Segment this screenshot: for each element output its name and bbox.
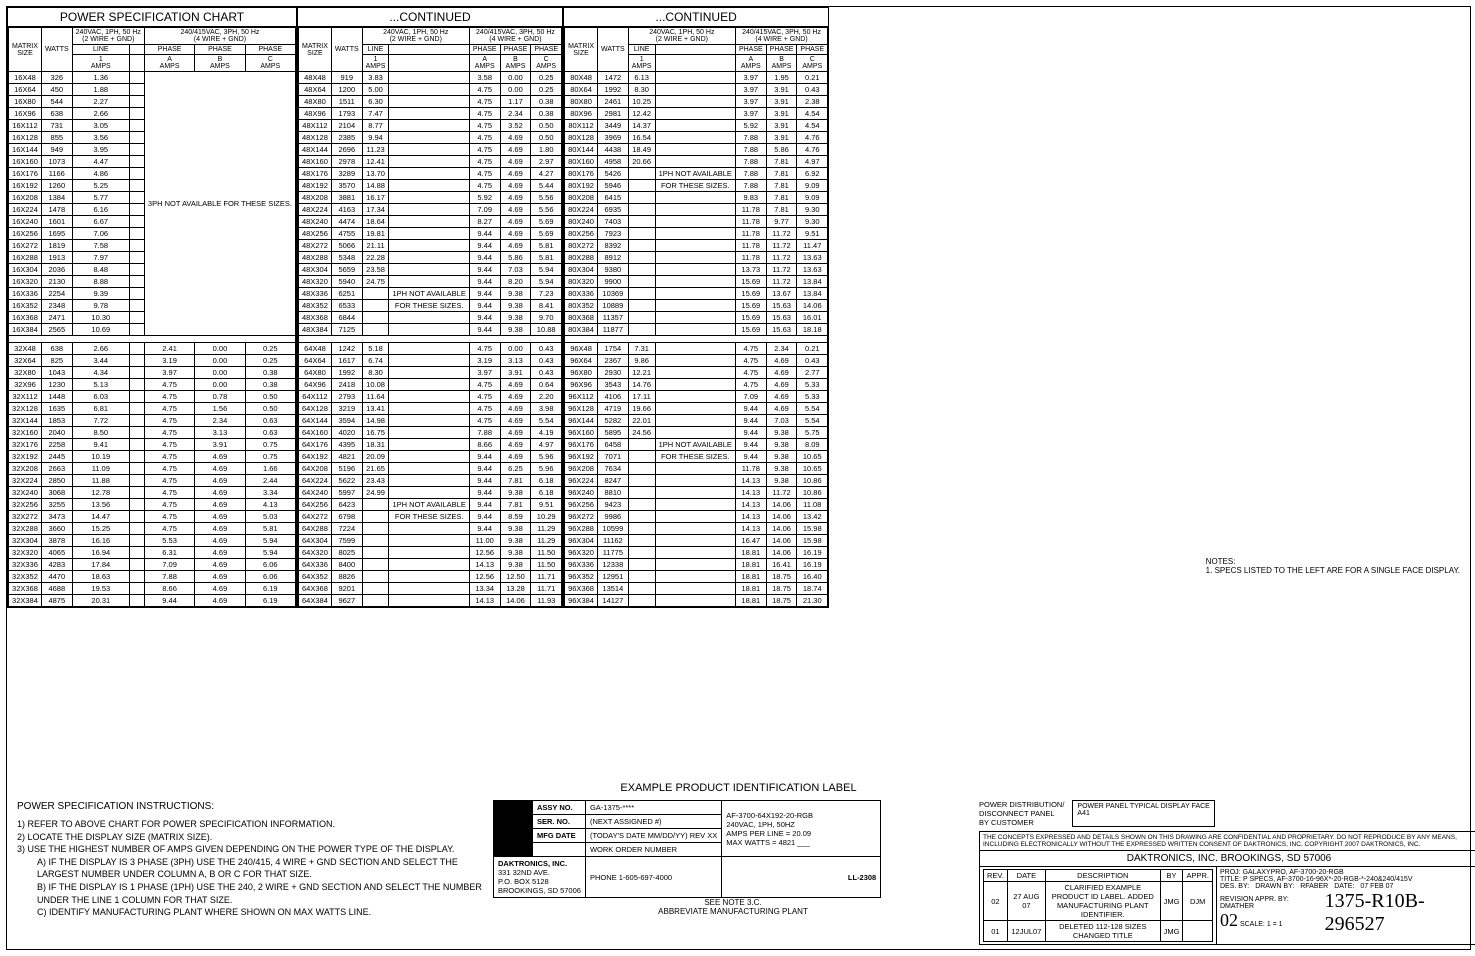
- chart3-title: ...CONTINUED: [564, 8, 828, 27]
- label-addr1: 331 32ND AVE.: [498, 868, 550, 877]
- label-mfg-l: MFG DATE: [537, 831, 576, 840]
- tb-drawn-l: DRAWN BY:: [1255, 883, 1294, 890]
- instr-5: C) IDENTIFY MANUFACTURING PLANT WHERE SH…: [37, 906, 487, 919]
- chart1-table: MATRIXSIZEWATTS 240VAC, 1PH, 50 Hz(2 WIR…: [8, 27, 296, 607]
- face-panel: POWER PANEL: [1077, 803, 1128, 810]
- dist-2: DISCONNECT PANEL: [979, 809, 1064, 818]
- instr-3: A) IF THE DISPLAY IS 3 PHASE (3PH) USE T…: [37, 856, 487, 881]
- example-label-title: EXAMPLE PRODUCT IDENTIFICATION LABEL: [17, 782, 1460, 794]
- tb-company: DAKTRONICS, INC. BROOKINGS, SD 57006: [980, 851, 1475, 866]
- tb-legal: THE CONCEPTS EXPRESSED AND DETAILS SHOWN…: [980, 832, 1475, 850]
- product-label: ASSY NO. GA-1375-**** AF-3700-64X192-20-…: [493, 800, 973, 945]
- label-table: ASSY NO. GA-1375-**** AF-3700-64X192-20-…: [493, 800, 881, 898]
- instr-4: B) IF THE DISPLAY IS 1 PHASE (1PH) USE T…: [37, 881, 487, 906]
- label-assy-v: GA-1375-****: [585, 801, 721, 815]
- chart2-title: ...CONTINUED: [298, 8, 562, 27]
- tb-scale-l: SCALE:: [1240, 921, 1265, 928]
- titleblock-region: POWER DISTRIBUTION/ DISCONNECT PANEL BY …: [979, 800, 1475, 945]
- face-typ: TYPICAL DISPLAY FACE: [1130, 803, 1210, 810]
- label-ser-v: (NEXT ASSIGNED #): [585, 815, 721, 829]
- tb-drawn: RFABER: [1300, 883, 1328, 890]
- tb-dwg: 1375-R10B-296527: [1325, 890, 1475, 936]
- tb-proj: GALAXYPRO, AF-3700-20-RGB: [1243, 869, 1344, 876]
- notes-title: NOTES:: [1206, 557, 1460, 566]
- notes-1: 1. SPECS LISTED TO THE LEFT ARE FOR A SI…: [1206, 566, 1460, 575]
- chart-1: POWER SPECIFICATION CHART MATRIXSIZEWATT…: [7, 7, 297, 608]
- label-side-0: AF-3700-64X192-20-RGB: [726, 811, 876, 820]
- label-ser-l: SER. NO.: [537, 817, 570, 826]
- label-abbrev: ABBREVIATE MANUFACTURING PLANT: [493, 907, 973, 916]
- chart3-table: MATRIXSIZEWATTS 240VAC, 1PH, 50 Hz(2 WIR…: [564, 27, 828, 607]
- dist-3: BY CUSTOMER: [979, 818, 1064, 827]
- label-side-1: 240VAC, 1PH, 50HZ: [726, 820, 876, 829]
- instr-0: 1) REFER TO ABOVE CHART FOR POWER SPECIF…: [17, 818, 487, 831]
- instructions: POWER SPECIFICATION INSTRUCTIONS: 1) REF…: [17, 800, 487, 945]
- notes: NOTES: 1. SPECS LISTED TO THE LEFT ARE F…: [1206, 557, 1460, 575]
- rev-table: REV.DATEDESCRIPTIONBYAPPR.0227 AUG 07CLA…: [983, 869, 1213, 942]
- instr-2: 3) USE THE HIGHEST NUMBER OF AMPS GIVEN …: [17, 843, 487, 856]
- tb-proj-l: PROJ:: [1220, 869, 1241, 876]
- tb-rev-l: REVISION: [1220, 896, 1253, 903]
- label-side-3: MAX WATTS = 4821 ___: [726, 838, 876, 847]
- label-side-2: AMPS PER LINE = 20.09: [726, 829, 876, 838]
- label-addr3: BROOKINGS, SD 57006: [498, 886, 581, 895]
- label-wo: WORK ORDER NUMBER: [585, 843, 721, 857]
- label-ll: LL-2308: [848, 873, 876, 882]
- top-charts: POWER SPECIFICATION CHART MATRIXSIZEWATT…: [7, 7, 1470, 608]
- instructions-title: POWER SPECIFICATION INSTRUCTIONS:: [17, 800, 487, 814]
- tb-date: 07 FEB 07: [1360, 883, 1393, 890]
- instr-1: 2) LOCATE THE DISPLAY SIZE (MATRIX SIZE)…: [17, 831, 487, 844]
- tb-appr: DMATHER: [1220, 903, 1254, 910]
- chart2-table: MATRIXSIZEWATTS 240VAC, 1PH, 50 Hz(2 WIR…: [298, 27, 562, 607]
- tb-title: P SPECS, AF-3700-16-96X*-20-RGB-*-240&24…: [1243, 876, 1413, 883]
- tb-title-l: TITLE:: [1220, 876, 1241, 883]
- chart-3: ...CONTINUED MATRIXSIZEWATTS 240VAC, 1PH…: [563, 7, 829, 608]
- footer: EXAMPLE PRODUCT IDENTIFICATION LABEL POW…: [17, 782, 1460, 945]
- face-a41: A41: [1077, 810, 1089, 817]
- chart1-title: POWER SPECIFICATION CHART: [8, 8, 296, 27]
- tb-rev02: 02: [1220, 910, 1238, 930]
- label-mfg-v: (TODAY'S DATE MM/DD/YY) REV XX: [585, 829, 721, 843]
- titleblock: THE CONCEPTS EXPRESSED AND DETAILS SHOWN…: [979, 831, 1475, 945]
- label-company: DAKTRONICS, INC.: [498, 859, 567, 868]
- page: POWER SPECIFICATION CHART MATRIXSIZEWATT…: [6, 6, 1471, 950]
- label-phone: PHONE 1-605-697-4000: [585, 857, 721, 898]
- tb-des-l: DES. BY:: [1220, 883, 1249, 890]
- label-assy-l: ASSY NO.: [537, 803, 573, 812]
- label-seenote: SEE NOTE 3.C.: [493, 898, 973, 907]
- display-face: POWER PANEL TYPICAL DISPLAY FACE A41: [1072, 800, 1214, 827]
- chart-2: ...CONTINUED MATRIXSIZEWATTS 240VAC, 1PH…: [297, 7, 563, 608]
- tb-scale: 1 = 1: [1267, 921, 1283, 928]
- dist-1: POWER DISTRIBUTION/: [979, 800, 1064, 809]
- tb-appr-l: APPR. BY:: [1255, 896, 1289, 903]
- label-addr2: P.O. BOX 5128: [498, 877, 549, 886]
- tb-date-l: DATE:: [1334, 883, 1354, 890]
